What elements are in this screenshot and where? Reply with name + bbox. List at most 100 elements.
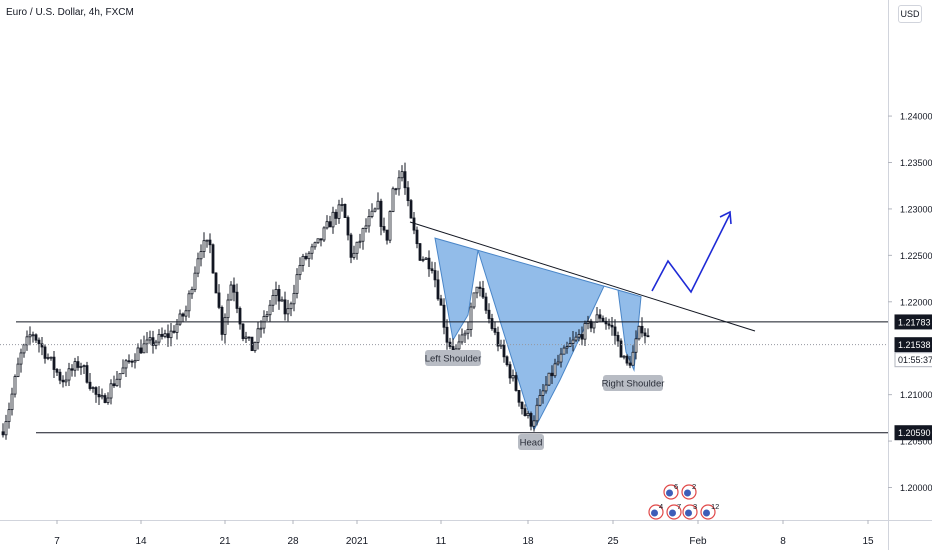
- candle-up: [22, 344, 26, 354]
- candle-up: [7, 409, 11, 423]
- candle-down: [598, 314, 602, 319]
- time-tick-label: 11: [436, 536, 447, 547]
- event-flag-dot: [666, 489, 673, 497]
- pattern-label-text: Left Shoulder: [425, 354, 482, 365]
- candle-up: [31, 334, 35, 337]
- currency-button[interactable]: USD: [898, 5, 922, 23]
- candle-down: [529, 413, 533, 427]
- candle-down: [55, 369, 59, 373]
- candle-down: [43, 346, 47, 359]
- pattern-labels: Left Shoulder Head Right Shoulder: [425, 350, 664, 450]
- candle-down: [439, 298, 443, 306]
- price-tick-label: 1.22500: [900, 251, 932, 261]
- candle-up: [124, 360, 128, 369]
- candle-up: [562, 347, 566, 355]
- time-axis[interactable]: 7 14 21 28 2021 11 18 25 Feb 8 15: [0, 520, 932, 547]
- neckline[interactable]: [409, 221, 756, 332]
- candle-down: [139, 347, 143, 354]
- time-tick-label: 14: [135, 536, 147, 547]
- candle-down: [34, 334, 38, 341]
- candle-down: [76, 361, 80, 368]
- event-count: 4: [659, 502, 663, 511]
- event-marker[interactable]: 4: [648, 502, 664, 520]
- candle-down: [130, 360, 134, 363]
- candle-up: [106, 397, 110, 403]
- time-tick-label: 8: [780, 536, 786, 547]
- pattern-label: Left Shoulder: [425, 350, 482, 366]
- price-tick-label: 1.20000: [900, 483, 932, 493]
- candle-down: [247, 336, 251, 339]
- candle-up: [226, 299, 230, 319]
- candle-up: [370, 210, 374, 217]
- candle-down: [283, 299, 287, 315]
- candle-up: [634, 338, 638, 353]
- candle-down: [85, 365, 89, 383]
- candle-up: [187, 293, 191, 312]
- candle-up: [583, 323, 587, 340]
- candle-up: [199, 251, 203, 260]
- candle-up: [13, 376, 17, 395]
- candle-down: [427, 257, 431, 270]
- candle-down: [235, 291, 239, 309]
- candle-down: [409, 200, 413, 219]
- candle-down: [640, 325, 644, 334]
- candle-down: [70, 368, 74, 371]
- candle-up: [142, 343, 146, 354]
- price-tag-text: 1.21538: [898, 340, 931, 350]
- candle-up: [331, 211, 335, 228]
- event-marker[interactable]: 6: [663, 482, 679, 500]
- candle-up: [565, 346, 569, 349]
- candle-down: [37, 339, 41, 345]
- candle-down: [496, 331, 500, 347]
- candle-down: [616, 335, 620, 342]
- candle-up: [163, 333, 167, 337]
- candle-up: [28, 334, 32, 338]
- price-tag-text: 01:55:37: [898, 355, 932, 365]
- candle-down: [88, 381, 92, 389]
- candle-down: [304, 255, 308, 260]
- event-marker[interactable]: 7: [666, 502, 682, 520]
- candle-up: [532, 420, 536, 427]
- candle-down: [589, 320, 593, 329]
- price-tag-level: 1.20590: [894, 425, 932, 441]
- candle-down: [1, 431, 5, 436]
- price-axis[interactable]: 1.24000 1.23500 1.23000 1.22500 1.22000 1.210…: [888, 0, 932, 550]
- candle-up: [256, 328, 260, 343]
- candle-up: [193, 272, 197, 290]
- candle-down: [208, 239, 212, 246]
- price-tag-bg: [894, 337, 932, 353]
- candle-down: [334, 211, 338, 219]
- price-tag-countdown: 01:55:37: [894, 352, 932, 368]
- candle-up: [301, 255, 305, 266]
- candlesticks: [1, 162, 650, 440]
- candle-up: [592, 321, 596, 329]
- time-tick-label: 18: [522, 536, 534, 547]
- price-tag-bg: [894, 425, 932, 441]
- candle-up: [397, 177, 401, 190]
- event-markers[interactable]: 6 2 4 7 3 12: [648, 482, 719, 520]
- candle-up: [274, 289, 278, 296]
- candle-up: [475, 286, 479, 294]
- projection-path[interactable]: [651, 213, 731, 294]
- candle-down: [379, 200, 383, 227]
- candle-up: [388, 211, 392, 241]
- candle-up: [10, 393, 14, 411]
- time-tick-label: Feb: [689, 536, 707, 547]
- candle-down: [487, 309, 491, 319]
- event-marker[interactable]: 3: [682, 502, 698, 520]
- event-marker[interactable]: 2: [681, 482, 697, 500]
- candle-up: [313, 242, 317, 248]
- candle-down: [58, 371, 62, 381]
- candle-up: [364, 225, 368, 229]
- candle-up: [4, 421, 8, 436]
- candle-up: [64, 379, 68, 383]
- candle-up: [631, 351, 635, 366]
- candle-down: [601, 317, 605, 322]
- candle-down: [502, 344, 506, 358]
- candle-down: [415, 229, 419, 245]
- pattern-label: Right Shoulder: [602, 375, 664, 391]
- event-marker[interactable]: 12: [700, 502, 719, 520]
- candle-up: [553, 363, 557, 377]
